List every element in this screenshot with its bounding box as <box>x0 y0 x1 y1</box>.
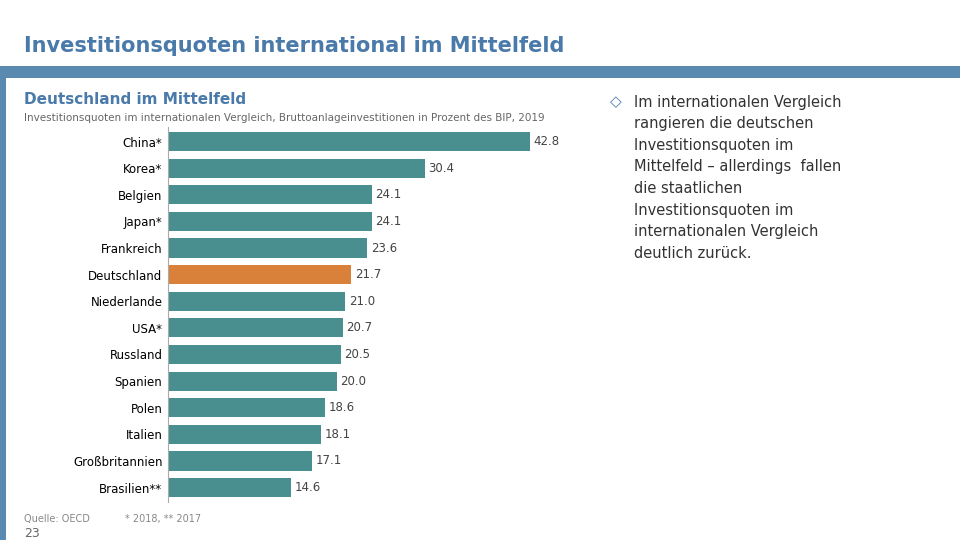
Bar <box>168 398 325 417</box>
Text: 24.1: 24.1 <box>375 215 401 228</box>
Text: 23: 23 <box>24 527 39 540</box>
Text: Deutschland im Mittelfeld: Deutschland im Mittelfeld <box>24 92 246 107</box>
Bar <box>168 478 291 497</box>
Bar <box>168 292 346 311</box>
Text: 21.0: 21.0 <box>348 295 375 308</box>
Text: 42.8: 42.8 <box>533 135 559 148</box>
Bar <box>168 239 368 258</box>
Text: Quelle: OECD: Quelle: OECD <box>24 515 90 524</box>
Bar <box>168 159 425 178</box>
Text: 23.6: 23.6 <box>371 241 396 254</box>
Text: Investitionsquoten international im Mittelfeld: Investitionsquoten international im Mitt… <box>24 36 564 56</box>
Text: 21.7: 21.7 <box>354 268 381 281</box>
Text: 24.1: 24.1 <box>375 188 401 201</box>
Bar <box>168 212 372 231</box>
Bar <box>168 132 530 151</box>
Bar <box>168 185 372 204</box>
Bar <box>168 265 351 284</box>
Text: ◇: ◇ <box>610 94 621 110</box>
Text: 18.1: 18.1 <box>324 428 350 441</box>
Bar <box>168 372 337 390</box>
Text: 30.4: 30.4 <box>428 161 454 174</box>
Bar <box>168 318 343 338</box>
Bar <box>168 425 321 444</box>
Text: Investitionsquoten im internationalen Vergleich, Bruttoanlageinvestitionen in Pr: Investitionsquoten im internationalen Ve… <box>24 113 544 123</box>
Text: 20.0: 20.0 <box>341 375 367 388</box>
Text: * 2018, ** 2017: * 2018, ** 2017 <box>125 515 201 524</box>
Text: Im internationalen Vergleich
rangieren die deutschen
Investitionsquoten im
Mitte: Im internationalen Vergleich rangieren d… <box>634 94 841 261</box>
Text: 17.1: 17.1 <box>316 455 342 468</box>
Text: 18.6: 18.6 <box>328 401 354 414</box>
Bar <box>168 345 341 364</box>
Text: 20.5: 20.5 <box>345 348 371 361</box>
Bar <box>168 451 312 470</box>
Text: 14.6: 14.6 <box>295 481 321 494</box>
Text: 20.7: 20.7 <box>347 321 372 334</box>
